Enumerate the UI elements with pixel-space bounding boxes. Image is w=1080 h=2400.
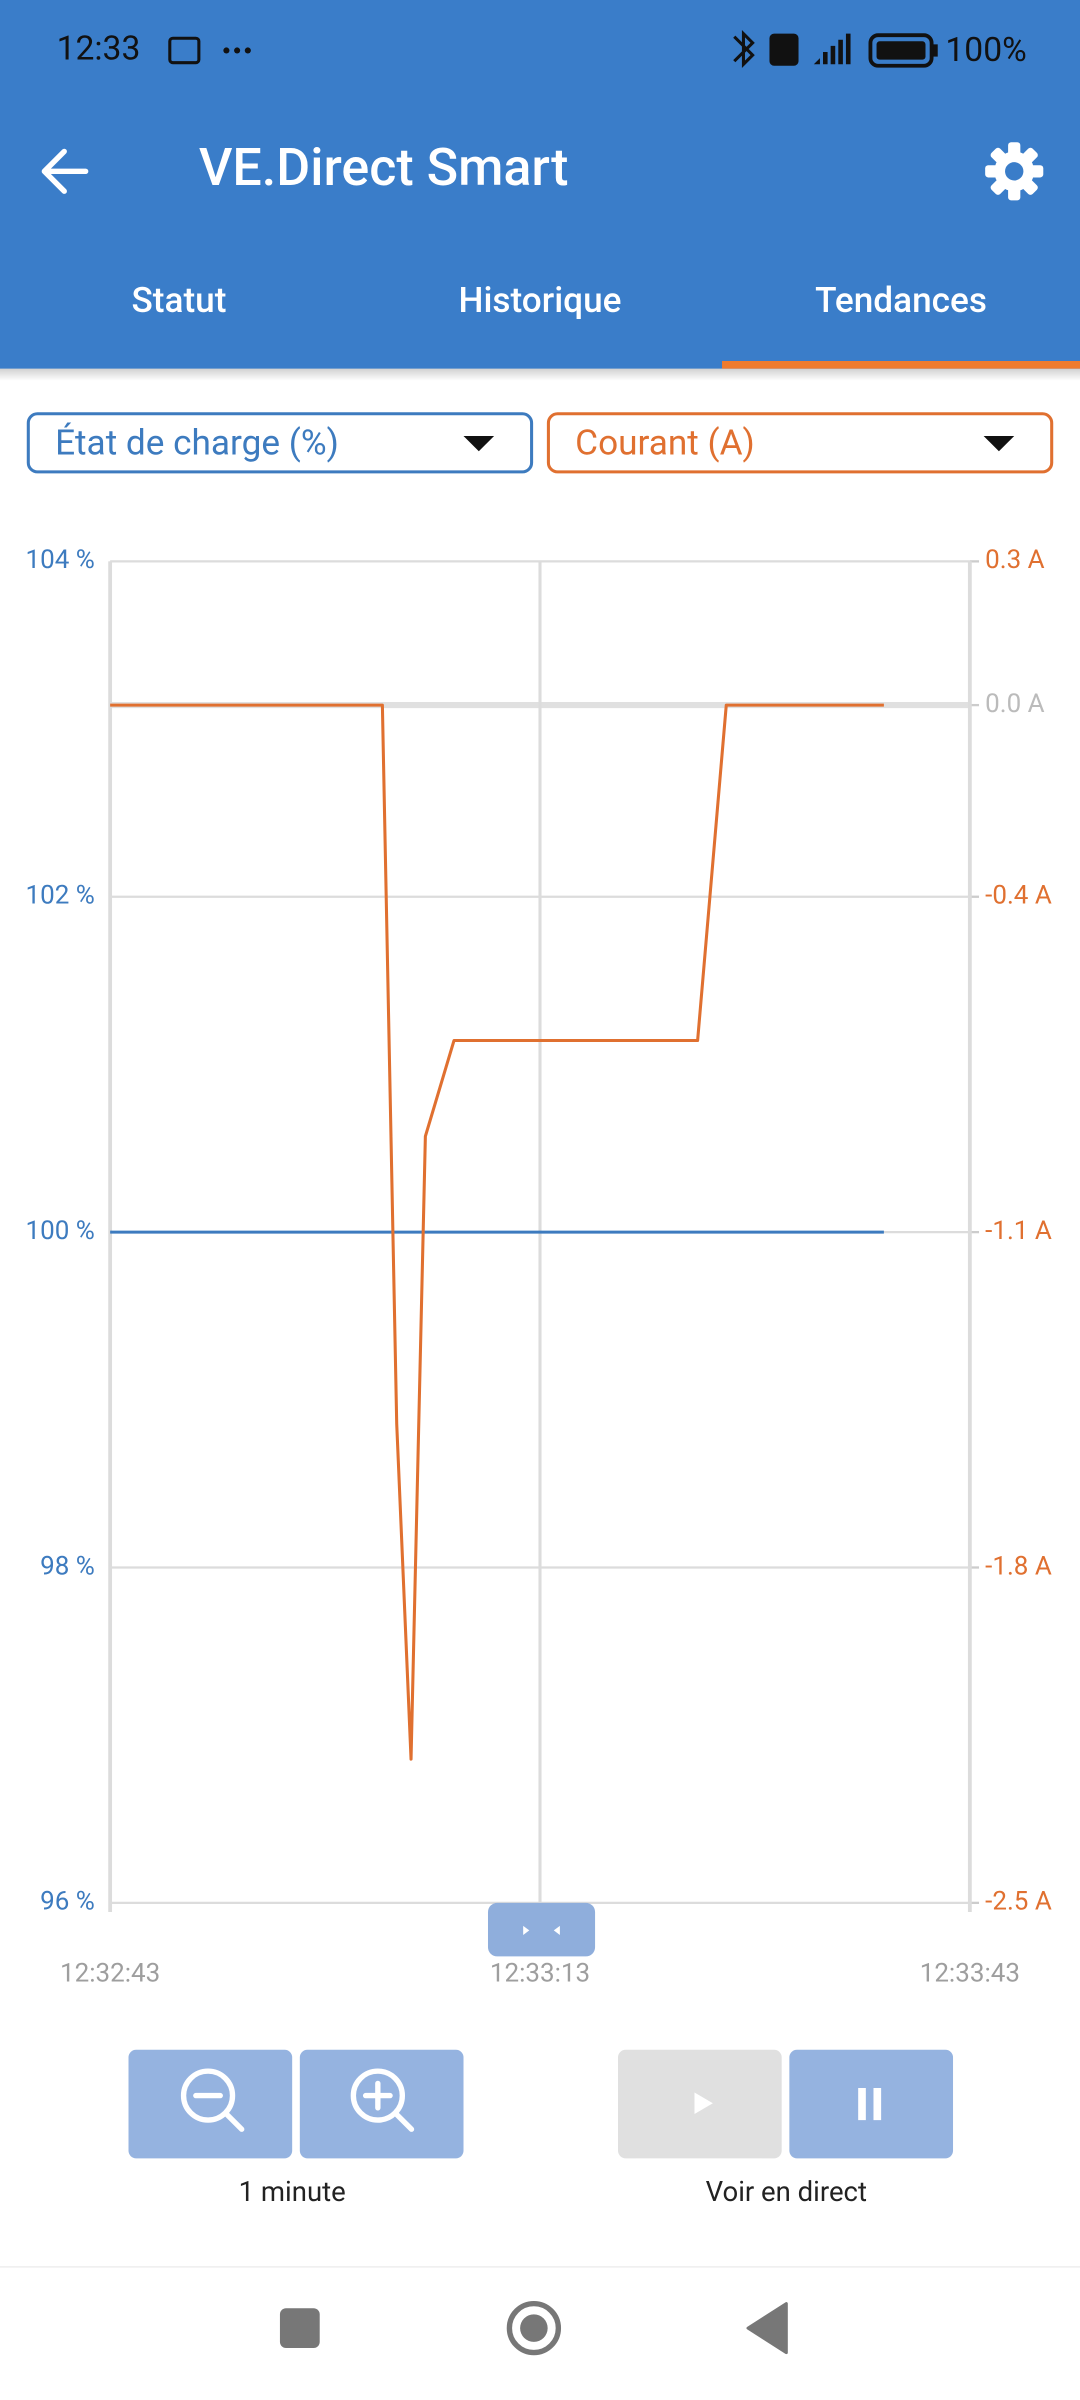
nav-back[interactable] [746,2302,788,2355]
app-title: VE.Direct Smart [199,137,569,198]
scroll-handle[interactable] [487,1902,596,1957]
app-bar-shadow [0,368,1080,381]
y-tick-label: 96 % [40,1887,95,1917]
y2-tick-label: -1.8 A [985,1551,1052,1581]
x-tick-label: 12:33:13 [490,1959,590,1989]
y-tick-label: 98 % [40,1551,95,1581]
zoom-icon [350,2068,405,2123]
y-tick-label: 102 % [25,881,94,911]
zoom-out-button[interactable] [128,2049,293,2159]
zoom-label: 1 minute [239,2175,346,2208]
pause-button[interactable] [789,2049,954,2159]
status-icons [168,29,938,68]
play-button[interactable] [618,2049,782,2159]
nav-home[interactable] [506,2300,562,2356]
button-bg [299,2049,464,2159]
zoom-icon [193,2092,245,2132]
status-time: 12:33 [57,29,141,68]
button-bg [789,2049,954,2159]
y-tick-label: 100 % [25,1216,94,1246]
tab[interactable]: Statut [131,279,226,321]
tab-active[interactable]: Tendances [815,279,987,321]
pause-icon [858,2087,882,2121]
zoom-in-button[interactable] [299,2049,464,2159]
live-label: Voir en direct [706,2175,867,2208]
back-button[interactable] [41,148,89,194]
y2-tick-label: -2.5 A [985,1887,1052,1917]
tab[interactable]: Historique [458,279,621,321]
nav-home-dot [520,2314,548,2342]
nav-home-ring [506,2300,562,2356]
dropdown-label: Courant (A) [575,421,755,463]
dropdown-box [26,412,534,474]
chart: 96 % 98 % 100 % 102 % 104 % -2.5 A -1.8 A -1.1 … [25,545,1051,1988]
y2-tick-label: 0.3 A [985,545,1045,575]
y2-tick-label: -0.4 A [985,881,1052,911]
play-icon [694,2092,713,2114]
y-tick-label: 104 % [25,545,94,575]
y2-tick-label: -1.1 A [985,1216,1052,1246]
nav-recents[interactable] [279,2308,320,2348]
x-tick-label: 12:32:43 [60,1959,160,1989]
status-battery: 100% [945,31,1026,70]
dropdown-arrow [463,435,495,452]
dropdown-label: État de charge (%) [55,421,339,463]
tab-indicator [722,360,1080,369]
zoom-icon [180,2068,236,2123]
dropdown-arrow [983,435,1015,452]
zoom-icon [362,2080,415,2132]
left-series-dropdown[interactable]: État de charge (%) [26,412,534,474]
series-line [110,703,884,1761]
button-bg [128,2049,293,2159]
right-series-dropdown[interactable]: Courant (A) [546,412,1054,474]
dropdown-box [546,412,1054,474]
x-tick-label: 12:33:43 [920,1959,1020,1989]
settings-button[interactable] [985,142,1044,201]
y2-tick-label: 0.0 A [985,689,1045,719]
